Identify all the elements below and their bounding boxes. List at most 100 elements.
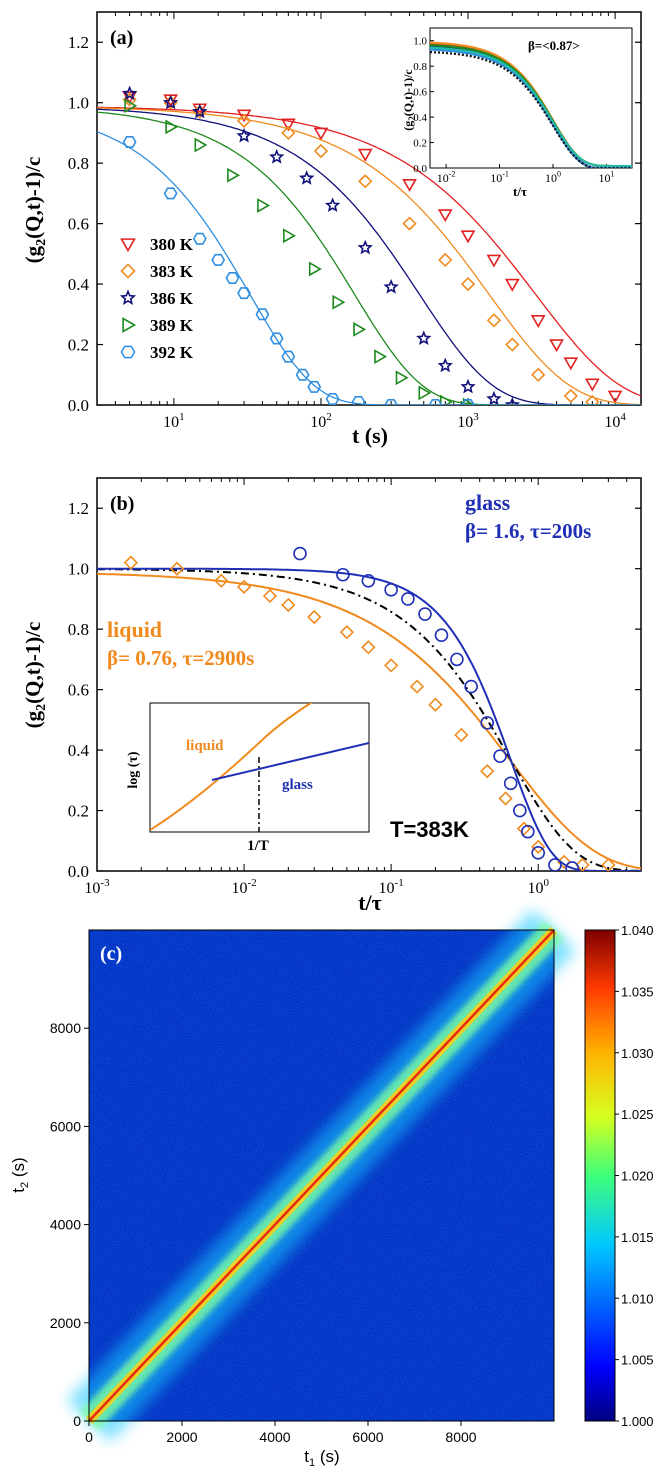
data-point — [402, 216, 417, 231]
legend-label: 389 K — [150, 316, 194, 335]
data-point — [262, 588, 278, 604]
heatmap — [67, 909, 576, 1442]
panel-a-xtick-label: 101 — [163, 411, 185, 431]
fit-curve-dashdot — [97, 568, 641, 871]
panel-b-inset-frame — [149, 702, 370, 833]
data-point — [516, 821, 532, 836]
panel-c-ytick-label: 4000 — [50, 1217, 81, 1233]
data-point — [255, 308, 270, 321]
data-point — [357, 148, 373, 162]
data-point — [236, 579, 252, 594]
panel-c-xtick-label: 4000 — [259, 1429, 290, 1445]
annotation-temperature: T=383K — [390, 817, 469, 842]
data-point — [395, 370, 409, 386]
data-point — [313, 127, 329, 141]
inset-curve — [430, 46, 632, 168]
data-point — [237, 287, 251, 300]
panel-a-ytick-label: 0.4 — [68, 275, 90, 294]
heatmap-diagonal-band — [67, 909, 576, 1442]
data-point — [374, 349, 388, 365]
panel-c-ytick-label: 2000 — [50, 1315, 81, 1331]
legend-marker — [120, 263, 136, 279]
data-point — [269, 149, 285, 164]
data-point — [236, 109, 252, 123]
panel-c: 0 2000 4000 6000 8000 0 2000 4000 6000 8000 (c) t… — [9, 909, 654, 1469]
data-point — [418, 385, 432, 401]
panel-b-inset-label-glass: glass — [282, 777, 313, 793]
data-point — [313, 143, 329, 159]
panel-b-inset-label-liquid: liquid — [186, 738, 224, 754]
data-point — [361, 573, 376, 588]
data-point — [601, 857, 616, 871]
panel-a-inset-plot — [430, 41, 632, 168]
inset-glass-line — [211, 742, 369, 781]
panel-a-xtick-label: 103 — [457, 411, 479, 431]
panel-a-ylabel: (g2(Q,t)-1)/c — [21, 157, 49, 264]
colorbar-tick-label: 1.005 — [621, 1353, 654, 1368]
colorbar-tick-label: 1.015 — [621, 1230, 654, 1245]
panel-c-xtick-label: 8000 — [445, 1429, 476, 1445]
data-point — [486, 313, 502, 328]
data-point — [504, 278, 520, 292]
panel-b-ytick-label: 1.2 — [68, 499, 89, 518]
data-point — [418, 607, 432, 621]
panel-b-xtick-label: 10-3 — [84, 877, 110, 897]
panel-c-ylabel: t2 (s) — [9, 1157, 31, 1192]
data-point — [163, 187, 178, 200]
data-point — [493, 749, 507, 763]
panel-b: 0.0 0.2 0.4 0.6 0.8 1.0 1.2 10-3 10-2 10-1 100 (b)… — [21, 477, 642, 915]
colorbar-tick-label: 1.035 — [621, 984, 654, 999]
data-point — [162, 94, 179, 110]
data-point — [563, 388, 578, 404]
panel-c-axes: 0 2000 4000 6000 8000 0 2000 4000 6000 8000 — [50, 1020, 477, 1445]
panel-b-ytick-label: 1.0 — [68, 560, 89, 579]
data-point — [416, 330, 432, 346]
colorbar-tick-label: 1.030 — [621, 1046, 654, 1061]
data-point — [361, 640, 376, 655]
colorbar — [584, 929, 616, 1422]
panel-c-ytick-label: 8000 — [50, 1020, 81, 1036]
panel-c-label: (c) — [100, 943, 122, 965]
data-point — [332, 294, 346, 310]
panel-a-inset-ylabel: (g2(Q,t)-1)/c — [401, 69, 417, 131]
colorbar-tick-label: 1.020 — [621, 1169, 654, 1184]
inset-ytick-label: 1.0 — [413, 36, 427, 48]
data-point — [460, 378, 476, 394]
panel-a-ytick-label: 1.2 — [68, 33, 89, 52]
colorbar-tick-label: 1.025 — [621, 1107, 654, 1122]
data-point — [438, 252, 453, 268]
fit-curve-383-K — [97, 107, 641, 405]
inset-liquid-curve — [150, 703, 313, 831]
data-point — [563, 357, 579, 371]
fit-curve-glass — [97, 567, 641, 871]
panel-a-ytick-label: 0.8 — [68, 154, 89, 173]
inset-ytick-label: 0.6 — [413, 87, 427, 99]
data-point — [454, 727, 469, 743]
panel-b-label: (b) — [110, 493, 134, 515]
data-point — [556, 854, 572, 870]
data-point — [227, 167, 241, 183]
fit-curve-386-K — [97, 108, 641, 405]
panel-a-inset-annotation: β=<0.87> — [528, 38, 580, 53]
panel-b-ytick-label: 0.4 — [68, 741, 90, 760]
data-point — [548, 858, 562, 871]
data-point — [384, 583, 398, 597]
data-point — [461, 399, 475, 405]
data-point — [486, 390, 502, 405]
fit-curve-389-K — [97, 111, 641, 405]
data-point — [194, 137, 208, 153]
data-point — [428, 697, 443, 712]
data-point — [450, 652, 464, 667]
data-point — [192, 232, 207, 245]
inset-ytick-label: 0.8 — [413, 61, 427, 73]
data-point — [521, 824, 535, 839]
data-point — [225, 272, 240, 285]
data-point — [549, 339, 564, 353]
inset-xtick-label: 100 — [545, 170, 561, 185]
panel-a-ytick-label: 1.0 — [68, 94, 89, 113]
data-point — [353, 322, 367, 337]
data-point — [462, 397, 476, 405]
data-point — [192, 103, 208, 119]
panel-a-label: (a) — [110, 27, 133, 49]
